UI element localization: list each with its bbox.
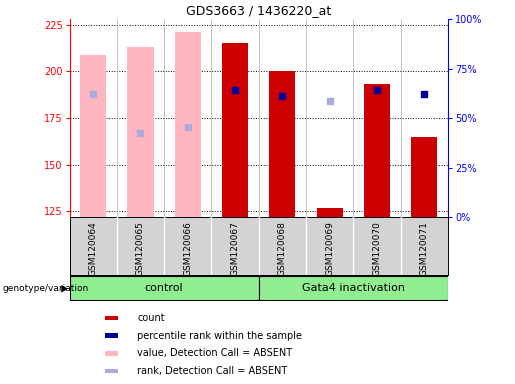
Point (278, 93, 286, 99)
Bar (317, 208, 343, 217)
Text: percentile rank within the sample: percentile rank within the sample (138, 331, 302, 341)
Point (184, 124, 192, 131)
Bar (175, 32, 201, 217)
Bar (364, 84, 390, 217)
Bar (105, 351, 118, 356)
Text: GSM120071: GSM120071 (420, 222, 429, 276)
Bar (105, 333, 118, 338)
Text: GSM120070: GSM120070 (372, 222, 382, 276)
Text: GSM120067: GSM120067 (231, 222, 239, 276)
Point (420, 91, 428, 97)
Bar (411, 137, 437, 217)
Point (231, 87, 239, 93)
Bar (70, 276, 259, 300)
Text: GSM120068: GSM120068 (278, 222, 287, 276)
Bar (80, 55, 106, 217)
Polygon shape (61, 285, 68, 293)
Bar (105, 316, 118, 320)
Text: count: count (138, 313, 165, 323)
Bar (222, 43, 248, 217)
Text: GSM120069: GSM120069 (325, 222, 334, 276)
Point (373, 87, 381, 93)
Text: Gata4 inactivation: Gata4 inactivation (302, 283, 405, 293)
Bar (105, 369, 118, 373)
Bar (128, 47, 153, 217)
Text: value, Detection Call = ABSENT: value, Detection Call = ABSENT (138, 348, 293, 358)
Point (136, 130, 145, 136)
Point (325, 98, 334, 104)
Bar (259, 276, 448, 300)
Text: GSM120064: GSM120064 (89, 222, 98, 276)
Text: GSM120065: GSM120065 (136, 222, 145, 276)
Text: rank, Detection Call = ABSENT: rank, Detection Call = ABSENT (138, 366, 287, 376)
Bar (269, 71, 296, 217)
Point (89, 91, 97, 97)
Title: GDS3663 / 1436220_at: GDS3663 / 1436220_at (186, 3, 332, 17)
Text: control: control (145, 283, 183, 293)
Text: genotype/variation: genotype/variation (3, 284, 89, 293)
Text: GSM120066: GSM120066 (183, 222, 192, 276)
